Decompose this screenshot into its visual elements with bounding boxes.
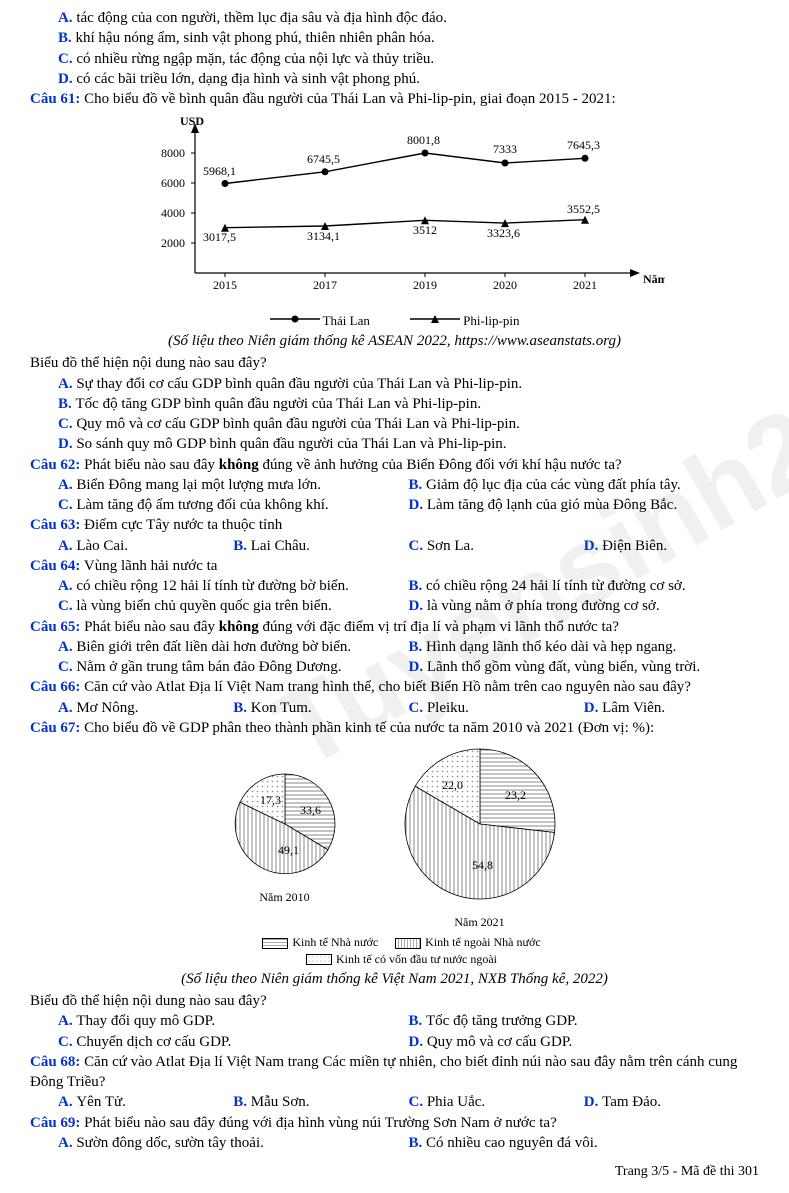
q64: Câu 64: Vùng lãnh hải nước ta: [30, 556, 759, 576]
svg-text:4000: 4000: [161, 206, 185, 220]
svg-text:2017: 2017: [313, 278, 337, 292]
pie-charts: 33,6 49,1 17,3 Năm 2010 23,2 54,8 22,0 N…: [30, 744, 759, 930]
svg-text:17,3: 17,3: [260, 793, 281, 807]
q65: Câu 65: Phát biểu nào sau đây không đúng…: [30, 617, 759, 637]
thailand-line: [225, 153, 585, 184]
page-footer: Trang 3/5 - Mã đề thi 301: [30, 1163, 759, 1182]
svg-text:2021: 2021: [573, 278, 597, 292]
opt-text: có nhiều rừng ngập mặn, tác động của nội…: [76, 51, 434, 67]
svg-text:6745,5: 6745,5: [307, 152, 340, 166]
yticks: 2000 4000 6000 8000: [161, 146, 195, 250]
line-legend: Thái Lan Phi-lip-pin: [125, 312, 665, 330]
svg-text:23,2: 23,2: [505, 788, 526, 802]
pie-2021: 23,2 54,8 22,0 Năm 2021: [400, 744, 560, 930]
opt-label-B: B.: [58, 30, 76, 46]
opt-label-D: D.: [58, 71, 76, 87]
pie-legend: Kinh tế Nhà nước Kinh tế ngoài Nhà nước …: [30, 934, 759, 966]
q66: Câu 66: Căn cứ vào Atlat Địa lí Việt Nam…: [30, 677, 759, 697]
q61: Câu 61: Cho biểu đồ về bình quân đầu ngư…: [30, 89, 759, 109]
q61-source: (Số liệu theo Niên giám thống kê ASEAN 2…: [30, 331, 759, 351]
svg-text:49,1: 49,1: [278, 843, 299, 857]
philip-line: [225, 220, 585, 228]
svg-text:3512: 3512: [413, 223, 437, 237]
svg-text:22,0: 22,0: [442, 778, 463, 792]
svg-text:33,6: 33,6: [300, 803, 321, 817]
opt-label-A: A.: [58, 10, 76, 26]
pie-2010: 33,6 49,1 17,3 Năm 2010: [230, 769, 340, 905]
svg-text:7333: 7333: [493, 142, 517, 156]
q69: Câu 69: Phát biểu nào sau đây đúng với đ…: [30, 1113, 759, 1133]
svg-text:5968,1: 5968,1: [203, 164, 236, 178]
svg-text:2000: 2000: [161, 236, 185, 250]
svg-text:2019: 2019: [413, 278, 437, 292]
q62: Câu 62: Phát biểu nào sau đây không đúng…: [30, 455, 759, 475]
line-chart-svg: USD Năm 2000 4000 6000 8000 2015 2017 20…: [125, 113, 665, 303]
svg-text:54,8: 54,8: [472, 858, 493, 872]
q67: Câu 67: Cho biểu đồ về GDP phân theo thà…: [30, 718, 759, 738]
svg-text:6000: 6000: [161, 176, 185, 190]
q62-opts: A. Biển Đông mang lại một lượng mưa lớn.…: [30, 475, 759, 495]
opt-text: khí hậu nóng ẩm, sinh vật phong phú, thi…: [76, 30, 435, 46]
svg-text:3323,6: 3323,6: [487, 226, 520, 240]
svg-text:3017,5: 3017,5: [203, 230, 236, 244]
svg-text:2020: 2020: [493, 278, 517, 292]
q67-source: (Số liệu theo Niên giám thống kê Việt Na…: [30, 969, 759, 989]
opt-text: có các bãi triều lớn, dạng địa hình và s…: [76, 71, 420, 87]
q61-label: Câu 61:: [30, 91, 80, 107]
svg-text:7645,3: 7645,3: [567, 138, 600, 152]
q63-opts: A. Lào Cai. B. Lai Châu. C. Sơn La. D. Đ…: [30, 536, 759, 556]
svg-text:8000: 8000: [161, 146, 185, 160]
q61-q: Biểu đồ thể hiện nội dung nào sau đây?: [30, 353, 759, 373]
opt-label-C: C.: [58, 51, 76, 67]
svg-text:3552,5: 3552,5: [567, 202, 600, 216]
q61-opts: A. Sự thay đổi cơ cấu GDP bình quân đầu …: [30, 374, 759, 455]
svg-text:3134,1: 3134,1: [307, 229, 340, 243]
intro-options: A. tác động của con người, thềm lục địa …: [30, 8, 759, 89]
q68: Câu 68: Căn cứ vào Atlat Địa lí Việt Nam…: [30, 1052, 759, 1093]
line-chart: USD Năm 2000 4000 6000 8000 2015 2017 20…: [125, 113, 665, 329]
y-axis-label: USD: [180, 114, 204, 128]
x-axis-label: Năm: [643, 272, 665, 286]
svg-text:2015: 2015: [213, 278, 237, 292]
page-content: A. tác động của con người, thềm lục địa …: [30, 8, 759, 1182]
svg-text:8001,8: 8001,8: [407, 133, 440, 147]
q61-text: Cho biểu đồ về bình quân đầu người của T…: [84, 91, 616, 107]
xticks: 2015 2017 2019 2020 2021: [213, 273, 597, 292]
q67-q: Biểu đồ thể hiện nội dung nào sau đây?: [30, 991, 759, 1011]
q63: Câu 63: Điểm cực Tây nước ta thuộc tỉnh: [30, 515, 759, 535]
opt-text: tác động của con người, thềm lục địa sâu…: [76, 10, 447, 26]
